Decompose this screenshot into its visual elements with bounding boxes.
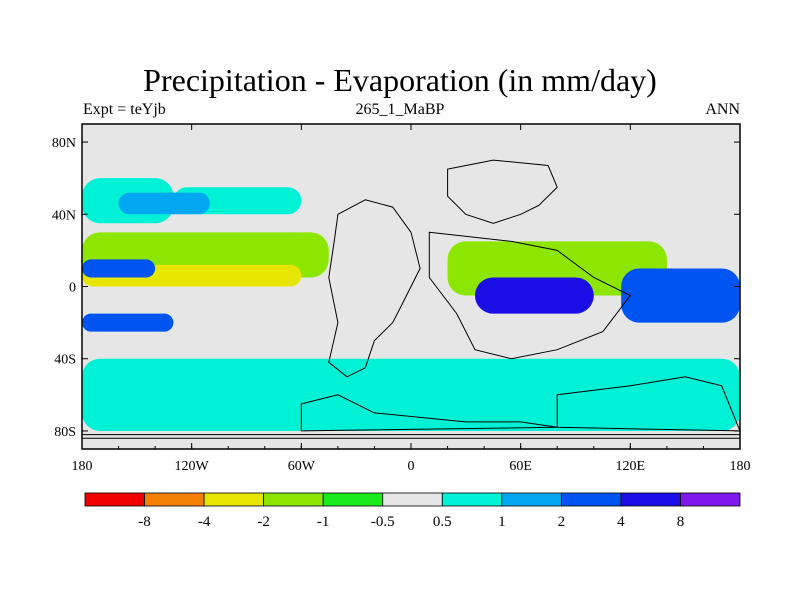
colorbar-label: -0.5 — [371, 514, 395, 530]
y-tick-label: 40N — [52, 208, 76, 223]
x-tick-label: 60E — [509, 459, 532, 474]
colorbar-label: -1 — [317, 514, 330, 530]
band-equatorial-west — [82, 259, 156, 278]
chart-title: Precipitation - Evaporation (in mm/day) — [143, 62, 657, 98]
x-axis: 180 120W 60W 0 60E 120E 180 — [72, 124, 751, 474]
experiment-label: Expt = teYjb — [83, 101, 166, 118]
band-southern-ocean — [82, 358, 740, 431]
x-tick-label: 120E — [616, 459, 646, 474]
x-tick-label: 120W — [175, 459, 210, 474]
colorbar-label: 8 — [677, 514, 685, 530]
period-label: 265_1_MaBP — [355, 101, 445, 118]
band-tethys-equatorial-wet — [474, 277, 594, 314]
colorbar-swatch — [203, 492, 265, 507]
y-tick-label: 80N — [52, 136, 76, 151]
colorbar-swatch — [382, 492, 443, 507]
continent-outline-5 — [556, 376, 741, 432]
colorbar-label: -8 — [138, 514, 151, 530]
precip-evap-map — [82, 124, 740, 449]
colorbar-swatch — [263, 492, 324, 507]
band-east-tethys-wet — [621, 268, 740, 323]
x-tick-label: 180 — [730, 459, 751, 474]
colorbar-swatch — [501, 492, 562, 507]
y-tick-label: 40S — [54, 353, 76, 368]
x-tick-label: 0 — [408, 459, 415, 474]
colorbar-label: 4 — [617, 514, 625, 530]
continent-outline-3 — [428, 231, 632, 360]
continent-outline-1 — [328, 199, 421, 378]
colorbar-swatch — [84, 492, 145, 507]
colorbar-label: 2 — [558, 514, 566, 530]
season-label: ANN — [705, 101, 740, 118]
continent-outline-4 — [300, 394, 558, 432]
band-subtropical-south-wet — [82, 313, 174, 332]
colorbar-swatch — [441, 492, 503, 507]
x-tick-label: 60W — [288, 459, 316, 474]
continent-outline-2 — [447, 159, 558, 224]
colorbar-swatch — [144, 492, 205, 507]
y-axis: 80N 40N 0 40S 80S — [52, 136, 740, 440]
y-tick-label: 80S — [54, 425, 76, 440]
colorbar-swatch — [680, 492, 741, 507]
colorbar-swatch — [560, 492, 622, 507]
colorbar-label: 0.5 — [433, 514, 452, 530]
colorbar-label: 1 — [498, 514, 506, 530]
band-north-pacific-wet — [118, 192, 210, 215]
colorbar-swatch — [620, 492, 681, 507]
colorbar-label: -2 — [257, 514, 270, 530]
x-tick-label: 180 — [72, 459, 93, 474]
colorbar-swatch — [322, 492, 384, 507]
colorbar-label: -4 — [198, 514, 211, 530]
y-tick-label: 0 — [69, 281, 76, 296]
colorbar: -8 -4 -2 -1 -0.5 0.5 1 2 4 8 — [84, 492, 741, 530]
